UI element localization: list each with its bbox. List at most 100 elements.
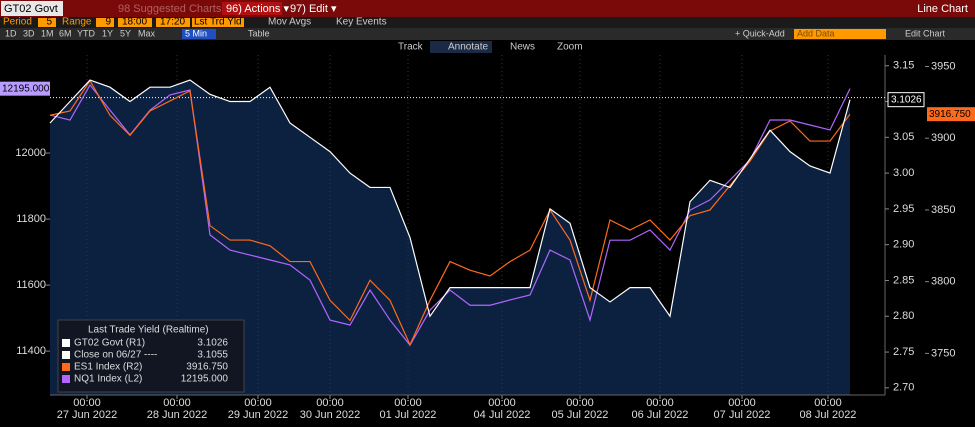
field[interactable]: Lst Trd Yld bbox=[194, 17, 242, 28]
y3-tick-label: 3750 bbox=[931, 347, 955, 359]
view: Line Chart bbox=[917, 3, 968, 15]
legend-value: 3.1055 bbox=[197, 350, 228, 361]
x-tick-time: 00:00 bbox=[488, 397, 516, 409]
legend-name: NQ1 Index (L2) bbox=[74, 374, 142, 385]
range-button[interactable]: 1M bbox=[41, 28, 54, 38]
x-tick-label: 04 Jul 2022 bbox=[474, 409, 531, 421]
y2-tick-label: 3.15 bbox=[893, 60, 914, 72]
legend-swatch bbox=[62, 375, 70, 383]
last-value-label: 12195.000 bbox=[2, 83, 50, 94]
legend-swatch bbox=[62, 363, 70, 371]
x-tick-time: 00:00 bbox=[73, 397, 101, 409]
range-button[interactable]: 6M bbox=[59, 28, 72, 38]
range[interactable]: 9 bbox=[105, 17, 111, 28]
range-label: Range bbox=[62, 17, 92, 28]
from[interactable]: 18:00 bbox=[122, 17, 147, 28]
legend-value: 12195.000 bbox=[181, 374, 229, 385]
actions-btn[interactable] bbox=[222, 2, 282, 15]
y3-tick-label: 3950 bbox=[931, 60, 955, 72]
x-tick-label: 01 Jul 2022 bbox=[380, 409, 437, 421]
legend-name: ES1 Index (R2) bbox=[74, 362, 142, 373]
annotate-highlight[interactable] bbox=[430, 41, 492, 53]
interval[interactable]: 5 Min bbox=[185, 28, 207, 38]
legend-name: Close on 06/27 ---- bbox=[74, 350, 157, 361]
range-bar bbox=[0, 28, 975, 40]
mov-avgs[interactable]: Mov Avgs bbox=[268, 17, 311, 28]
table[interactable]: Table bbox=[248, 28, 270, 38]
suggested[interactable]: 98 Suggested Charts bbox=[118, 3, 222, 15]
x-tick-time: 00:00 bbox=[316, 397, 344, 409]
quick-add[interactable]: + Quick-Add bbox=[735, 28, 785, 38]
y3-tick-label: 3800 bbox=[931, 276, 955, 288]
y2-tick-label: 2.80 bbox=[893, 310, 914, 322]
y2-tick-label: 2.75 bbox=[893, 346, 914, 358]
tool[interactable]: Annotate bbox=[448, 42, 488, 53]
edit-chart[interactable]: Edit Chart bbox=[905, 28, 946, 38]
to[interactable]: 17:20 bbox=[160, 17, 185, 28]
x-tick-label: 27 Jun 2022 bbox=[57, 409, 118, 421]
series-line bbox=[49, 79, 851, 318]
x-tick-label: 30 Jun 2022 bbox=[300, 409, 361, 421]
range-button[interactable]: Max bbox=[138, 28, 156, 38]
x-tick-label: 08 Jul 2022 bbox=[800, 409, 857, 421]
legend-swatch bbox=[62, 339, 70, 347]
series-line bbox=[49, 79, 851, 347]
x-tick-label: 06 Jul 2022 bbox=[632, 409, 689, 421]
y2-tick-label: 2.70 bbox=[893, 382, 914, 394]
x-tick-time: 00:00 bbox=[394, 397, 422, 409]
key-events[interactable]: Key Events bbox=[336, 17, 387, 28]
range-button[interactable]: 1Y bbox=[102, 28, 113, 38]
x-tick-label: 28 Jun 2022 bbox=[147, 409, 208, 421]
x-tick-label: 07 Jul 2022 bbox=[714, 409, 771, 421]
legend-name: GT02 Govt (R1) bbox=[74, 338, 145, 349]
field-box[interactable] bbox=[192, 18, 244, 27]
y2-tick-label: 2.85 bbox=[893, 274, 914, 286]
series-line bbox=[49, 83, 851, 347]
x-tick-label: 29 Jun 2022 bbox=[228, 409, 289, 421]
legend-swatch bbox=[62, 351, 70, 359]
y3-tick-label: 3900 bbox=[931, 132, 955, 144]
settings-bar bbox=[0, 17, 975, 28]
area bbox=[50, 80, 850, 395]
legend-box bbox=[57, 319, 245, 393]
x-tick-time: 00:00 bbox=[244, 397, 272, 409]
interval-box[interactable] bbox=[182, 29, 216, 39]
last-value-label: 3916.750 bbox=[929, 109, 971, 120]
period-label: Period bbox=[3, 17, 32, 28]
x-tick-time: 00:00 bbox=[163, 397, 191, 409]
legend-title: Last Trade Yield (Realtime) bbox=[88, 325, 209, 336]
range-button[interactable]: 1D bbox=[5, 28, 17, 38]
tool[interactable]: News bbox=[510, 42, 535, 53]
y-tick-label: 11400 bbox=[16, 345, 46, 357]
security-box[interactable] bbox=[1, 1, 63, 16]
to-box[interactable] bbox=[156, 18, 190, 27]
y-tick-label: 12000 bbox=[15, 147, 46, 159]
y-tick-label: 11600 bbox=[16, 279, 46, 291]
range-button[interactable]: 5Y bbox=[120, 28, 131, 38]
range-button[interactable]: YTD bbox=[77, 28, 96, 38]
tool[interactable]: Zoom bbox=[557, 42, 583, 53]
x-tick-time: 00:00 bbox=[566, 397, 594, 409]
add-data[interactable]: Add Data bbox=[797, 28, 835, 38]
range-box[interactable] bbox=[96, 18, 114, 27]
security[interactable]: GT02 Govt bbox=[4, 3, 58, 15]
range-button[interactable]: 3D bbox=[23, 28, 35, 38]
last-value-box bbox=[0, 81, 50, 96]
last-value-box bbox=[887, 92, 925, 108]
legend-value: 3916.750 bbox=[186, 362, 228, 373]
period-box[interactable] bbox=[38, 18, 56, 27]
tool[interactable]: Track bbox=[398, 42, 424, 53]
y2-tick-label: 3.00 bbox=[893, 167, 914, 179]
actions[interactable]: 96) Actions ▾ bbox=[226, 3, 289, 15]
add-data-box[interactable] bbox=[794, 29, 886, 39]
period[interactable]: 5 bbox=[46, 17, 52, 28]
x-tick-label: 05 Jul 2022 bbox=[552, 409, 609, 421]
x-tick-time: 00:00 bbox=[814, 397, 842, 409]
from-box[interactable] bbox=[118, 18, 152, 27]
y-tick-label: 11800 bbox=[16, 213, 46, 225]
last-value-box bbox=[927, 107, 975, 122]
edit[interactable]: 97) Edit ▾ bbox=[290, 3, 337, 15]
y2-tick-label: 3.05 bbox=[893, 131, 914, 143]
x-tick-time: 00:00 bbox=[728, 397, 756, 409]
